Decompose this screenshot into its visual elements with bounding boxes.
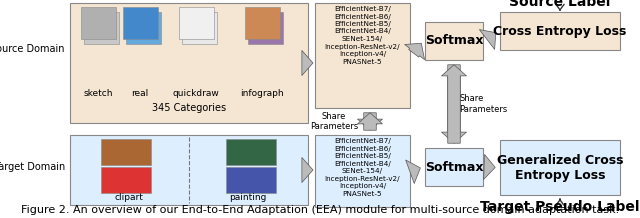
- Bar: [182, 12, 217, 44]
- Text: painting: painting: [229, 192, 267, 201]
- Bar: [126, 12, 161, 44]
- Text: Figure 2. An overview of our End-to-End Adaptation (EEA) module for multi-source: Figure 2. An overview of our End-to-End …: [21, 205, 619, 215]
- Bar: [425, 22, 483, 60]
- Text: 345 Categories: 345 Categories: [152, 103, 226, 113]
- Bar: [500, 12, 620, 50]
- Bar: [315, 135, 410, 207]
- Text: quickdraw: quickdraw: [173, 89, 220, 97]
- Text: Share
Parameters: Share Parameters: [310, 112, 358, 131]
- Text: Cross Entropy Loss: Cross Entropy Loss: [493, 24, 627, 37]
- Bar: [179, 7, 214, 39]
- Bar: [425, 148, 483, 186]
- Text: clipart: clipart: [115, 192, 143, 201]
- Text: Softmax: Softmax: [425, 34, 483, 48]
- Bar: [500, 140, 620, 195]
- Text: Source Label: Source Label: [509, 0, 611, 9]
- Text: EfficientNet-B7/
EfficientNet-B6/
EfficientNet-B5/
EfficientNet-B4/
SENet-154/
I: EfficientNet-B7/ EfficientNet-B6/ Effici…: [324, 6, 400, 65]
- Bar: [245, 7, 280, 39]
- Bar: [84, 12, 119, 44]
- Bar: [226, 139, 276, 165]
- Bar: [123, 7, 158, 39]
- Text: real: real: [131, 89, 148, 97]
- Text: Source Domain: Source Domain: [0, 44, 65, 54]
- Text: Target Pseudo Label: Target Pseudo Label: [480, 200, 640, 214]
- Bar: [248, 12, 283, 44]
- Bar: [70, 3, 308, 123]
- Bar: [81, 7, 116, 39]
- Text: infograph: infograph: [240, 89, 284, 97]
- Bar: [101, 139, 151, 165]
- Bar: [315, 3, 410, 108]
- Bar: [101, 167, 151, 193]
- Bar: [70, 135, 308, 205]
- Text: Target Domain: Target Domain: [0, 162, 65, 172]
- Text: EfficientNet-B7/
EfficientNet-B6/
EfficientNet-B5/
EfficientNet-B4/
SENet-154/
I: EfficientNet-B7/ EfficientNet-B6/ Effici…: [324, 138, 400, 196]
- Text: Share
Parameters: Share Parameters: [459, 94, 508, 114]
- Text: Softmax: Softmax: [425, 160, 483, 174]
- Text: Generalized Cross
Entropy Loss: Generalized Cross Entropy Loss: [497, 153, 623, 182]
- Text: sketch: sketch: [83, 89, 113, 97]
- Bar: [226, 167, 276, 193]
